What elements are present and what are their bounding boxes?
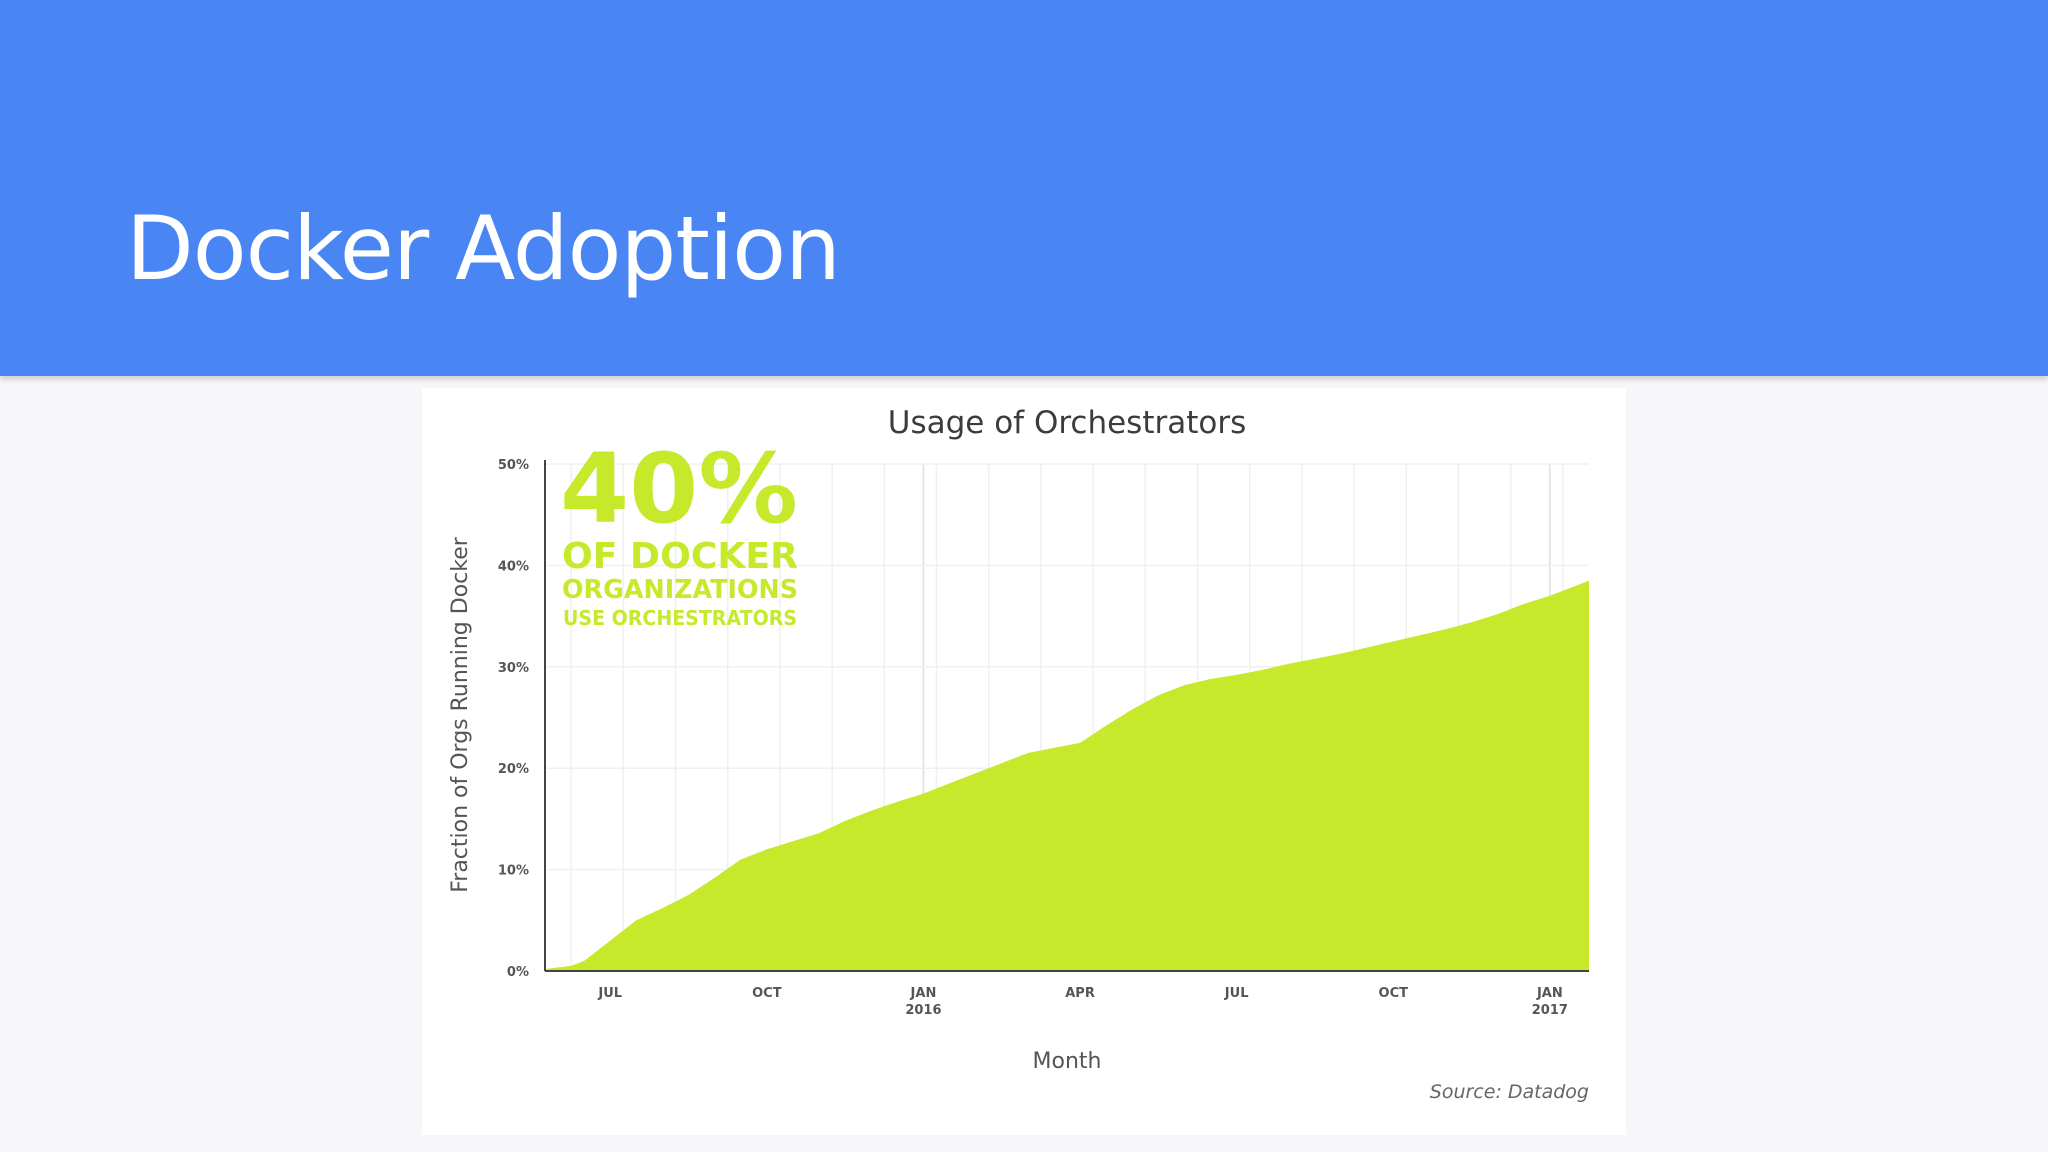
y-tick-label: 0% [507, 965, 529, 980]
x-axis-ticks: JUL OCT JAN 2016 APR JUL OCT JAN 2017 [597, 986, 1568, 1018]
y-tick-label: 30% [498, 661, 529, 676]
y-tick-label: 50% [498, 458, 529, 473]
slide-header: Docker Adoption [0, 0, 2048, 376]
x-tick-label: JUL [1224, 986, 1249, 1001]
y-axis-ticks: 0% 10% 20% 30% 40% 50% [498, 458, 529, 980]
y-axis-label: Fraction of Orgs Running Docker [448, 536, 473, 893]
x-tick-label: OCT [1379, 986, 1409, 1001]
source-note: Source: Datadog [1430, 1081, 1589, 1103]
usage-chart: Usage of Orchestrators 0% 10% 20% 30% 40% 50%… [448, 405, 1589, 1103]
callout-line1: OF DOCKER [562, 536, 798, 577]
y-tick-label: 40% [498, 559, 529, 574]
x-tick-label: JAN [1536, 986, 1563, 1001]
x-tick-label: JUL [597, 986, 622, 1001]
callout-line3: USE ORCHESTRATORS [563, 606, 797, 630]
x-tick-year-label: 2017 [1532, 1003, 1568, 1018]
callout-big: 40% [560, 433, 798, 545]
x-tick-label: JAN [910, 986, 937, 1001]
callout-line2: ORGANIZATIONS [562, 575, 798, 605]
callout: 40% OF DOCKER ORGANIZATIONS USE ORCHESTR… [560, 433, 798, 630]
x-tick-label: APR [1065, 986, 1095, 1001]
y-tick-label: 10% [498, 864, 529, 879]
chart-title: Usage of Orchestrators [888, 405, 1246, 441]
y-tick-label: 20% [498, 762, 529, 777]
chart-card: Usage of Orchestrators 0% 10% 20% 30% 40% 50%… [422, 388, 1626, 1135]
x-tick-year-label: 2016 [905, 1003, 941, 1018]
x-tick-label: OCT [752, 986, 782, 1001]
x-axis-label: Month [1033, 1049, 1102, 1074]
chart-area-series [545, 580, 1589, 971]
slide-title: Docker Adoption [126, 197, 841, 300]
